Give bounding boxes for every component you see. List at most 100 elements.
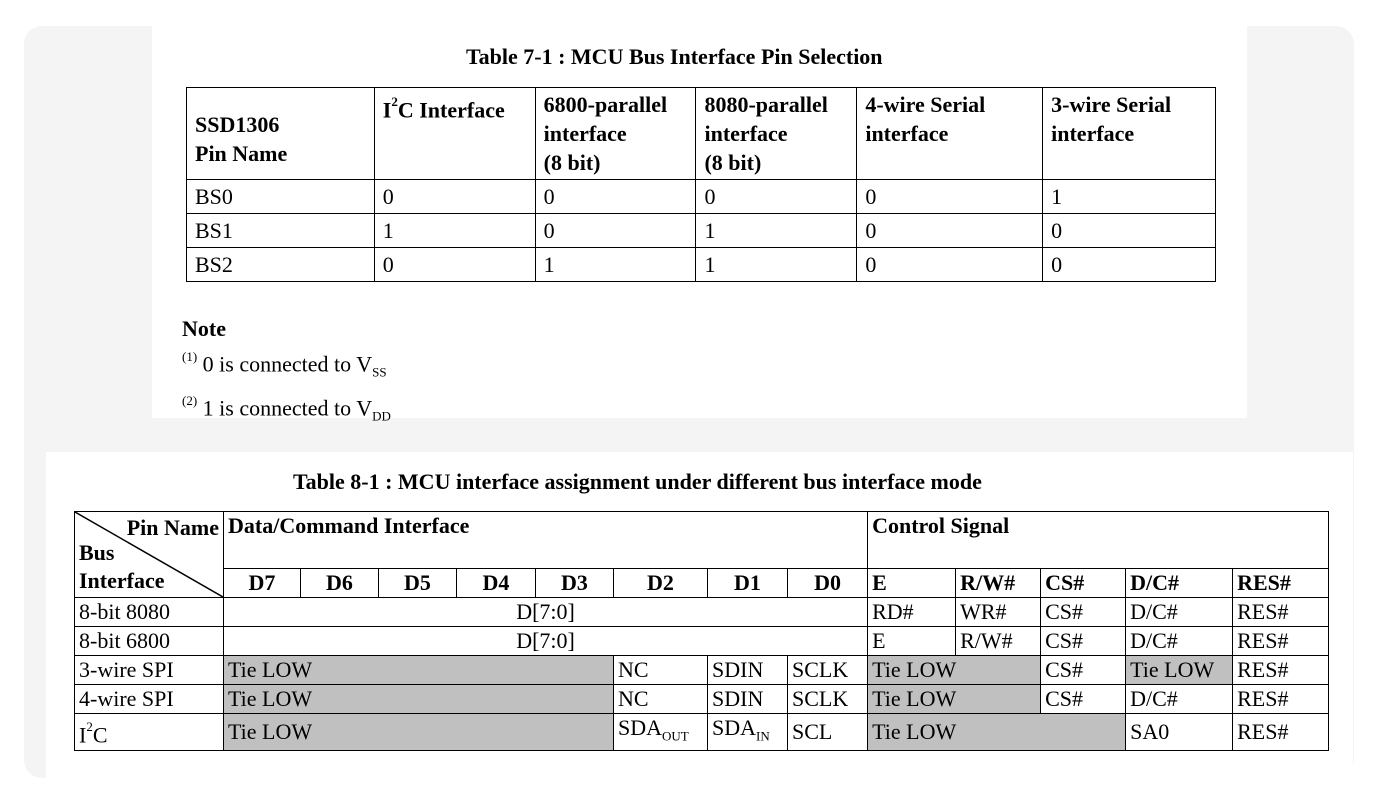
value-cell: 0 [534,179,697,214]
value-cell: 1 [534,247,697,282]
i2c-base: C Interface [397,97,505,123]
mode-name: 8-bit 8080 [74,597,224,627]
note-line-1: (1) 0 is connected to VSS [182,344,391,388]
data-bus: D[7:0] [222,597,869,627]
pin-name-label: Pin Name [126,515,219,540]
value-cell: 1 [1042,179,1216,214]
data-bus: D[7:0] [222,626,869,656]
note-text-2: 1 is connected to V [197,395,373,421]
tie-low-cell: Tie LOW [223,684,614,714]
h4w-l1: 4-wire Serial [865,92,986,117]
table-row: BS0 0 0 0 0 1 [186,179,1216,214]
header-3wire: 3-wire Serial interface [1042,87,1216,180]
cell-d1: SDIN [707,655,788,685]
col-dc: D/C# [1125,568,1234,598]
h6800-l3: (8 bit) [543,150,601,175]
cell-d0: SCLK [786,684,869,714]
bus-interface-label: Bus Interface [79,539,165,595]
table-row: BS1 1 0 1 0 0 [186,213,1216,248]
cell-dc: D/C# [1125,626,1234,656]
cell-d2: NC [613,655,708,685]
note-sub-2: DD [372,408,391,424]
col-d1: D1 [707,568,788,598]
header-i2c: I2C Interface [373,87,536,180]
header-4wire: 4-wire Serial interface [856,87,1044,180]
note-mark-1: (1) [182,349,198,364]
h8080-l3: (8 bit) [704,150,762,175]
mode-name: 8-bit 6800 [74,626,224,656]
cell-e: E [867,626,957,656]
note-block: Note (1) 0 is connected to VSS (2) 1 is … [182,314,391,431]
mode-name: 3-wire SPI [74,655,224,685]
sda-in-sub: IN [756,728,770,744]
table-header-row: SSD1306 Pin Name I2C Interface 6800-para… [186,87,1216,180]
value-cell: 0 [856,179,1044,214]
pin-cell: BS0 [186,179,375,214]
i2c-name-sup: 2 [86,718,93,734]
data-command-header: Data/Command Interface [222,511,869,569]
note-sub-1: SS [372,364,387,380]
table-row: BS2 0 1 1 0 0 [186,247,1216,282]
cell-e: RD# [867,597,957,627]
value-cell: 0 [534,213,697,248]
cell-dc: Tie LOW [1125,655,1234,685]
cell-cs: CS# [1040,655,1127,685]
value-cell: 0 [1042,213,1216,248]
col-d3: D3 [535,568,614,598]
i2c-prefix: I [382,97,392,123]
cell-cs: CS# [1040,597,1127,627]
mode-name: I2C [74,712,224,752]
value-cell: 1 [695,213,858,248]
diagonal-line [75,512,223,597]
cell-d2: SDAOUT [613,712,708,752]
table2-title: Table 8-1 : MCU interface assignment und… [293,469,982,494]
cell-res: RES# [1232,684,1330,714]
col-d6: D6 [300,568,379,598]
header-pin-name: SSD1306 Pin Name [186,87,375,180]
h4w-l2: interface [865,121,949,146]
col-d2: D2 [613,568,708,598]
table-row: I2C Tie LOW SDAOUT SDAIN SCL Tie LOW SA0… [74,712,1330,752]
pin-cell: BS1 [186,213,375,248]
pin-cell: BS2 [186,247,375,282]
tie-low-cell: Tie LOW [223,655,614,685]
cell-res: RES# [1232,626,1330,656]
cell-res: RES# [1232,712,1330,752]
tie-low-cell: Tie LOW [223,712,614,752]
value-cell: 1 [695,247,858,282]
ctrl-tie-low-cell: Tie LOW [867,655,1042,685]
cell-rw: WR# [955,597,1042,627]
col-e: E [867,568,957,598]
ctrl-tie-low-cell: Tie LOW [867,712,1127,752]
h8080-l1: 8080-parallel [704,92,828,117]
sda-out: SDA [618,715,663,740]
i2c-sup: 2 [391,94,398,109]
value-cell: 0 [373,247,536,282]
table-row: 8-bit 6800 D[7:0] E R/W# CS# D/C# RES# [74,626,1330,656]
note-line-2: (2) 1 is connected to VDD [182,388,391,432]
value-cell: 1 [373,213,536,248]
value-cell: 0 [373,179,536,214]
h3w-l2: interface [1051,121,1135,146]
value-cell: 0 [695,179,858,214]
cell-rw: R/W# [955,626,1042,656]
col-d5: D5 [378,568,457,598]
table-header-row: Pin Name Bus Interface Data/Command Inter… [74,511,1330,598]
cell-d1: SDAIN [707,712,788,752]
sda-in: SDA [712,715,757,740]
interface-assignment-table: Pin Name Bus Interface Data/Command Inter… [74,511,1330,752]
cell-cs: CS# [1040,684,1127,714]
table1-title: Table 7-1 : MCU Bus Interface Pin Select… [466,44,883,69]
cell-cs: CS# [1040,626,1127,656]
mode-name: 4-wire SPI [74,684,224,714]
bus-selection-table: SSD1306 Pin Name I2C Interface 6800-para… [186,87,1216,282]
header-pin-line1: SSD1306 [195,111,280,137]
col-d0: D0 [786,568,869,598]
control-signal-header: Control Signal [867,511,1330,569]
pin-bus-header: Pin Name Bus Interface [74,511,224,598]
cell-dc: D/C# [1125,684,1234,714]
col-res: RES# [1232,568,1330,598]
cell-res: RES# [1232,597,1330,627]
h3w-l1: 3-wire Serial [1051,92,1172,117]
table-row: 3-wire SPI Tie LOW NC SDIN SCLK Tie LOW … [74,655,1330,685]
